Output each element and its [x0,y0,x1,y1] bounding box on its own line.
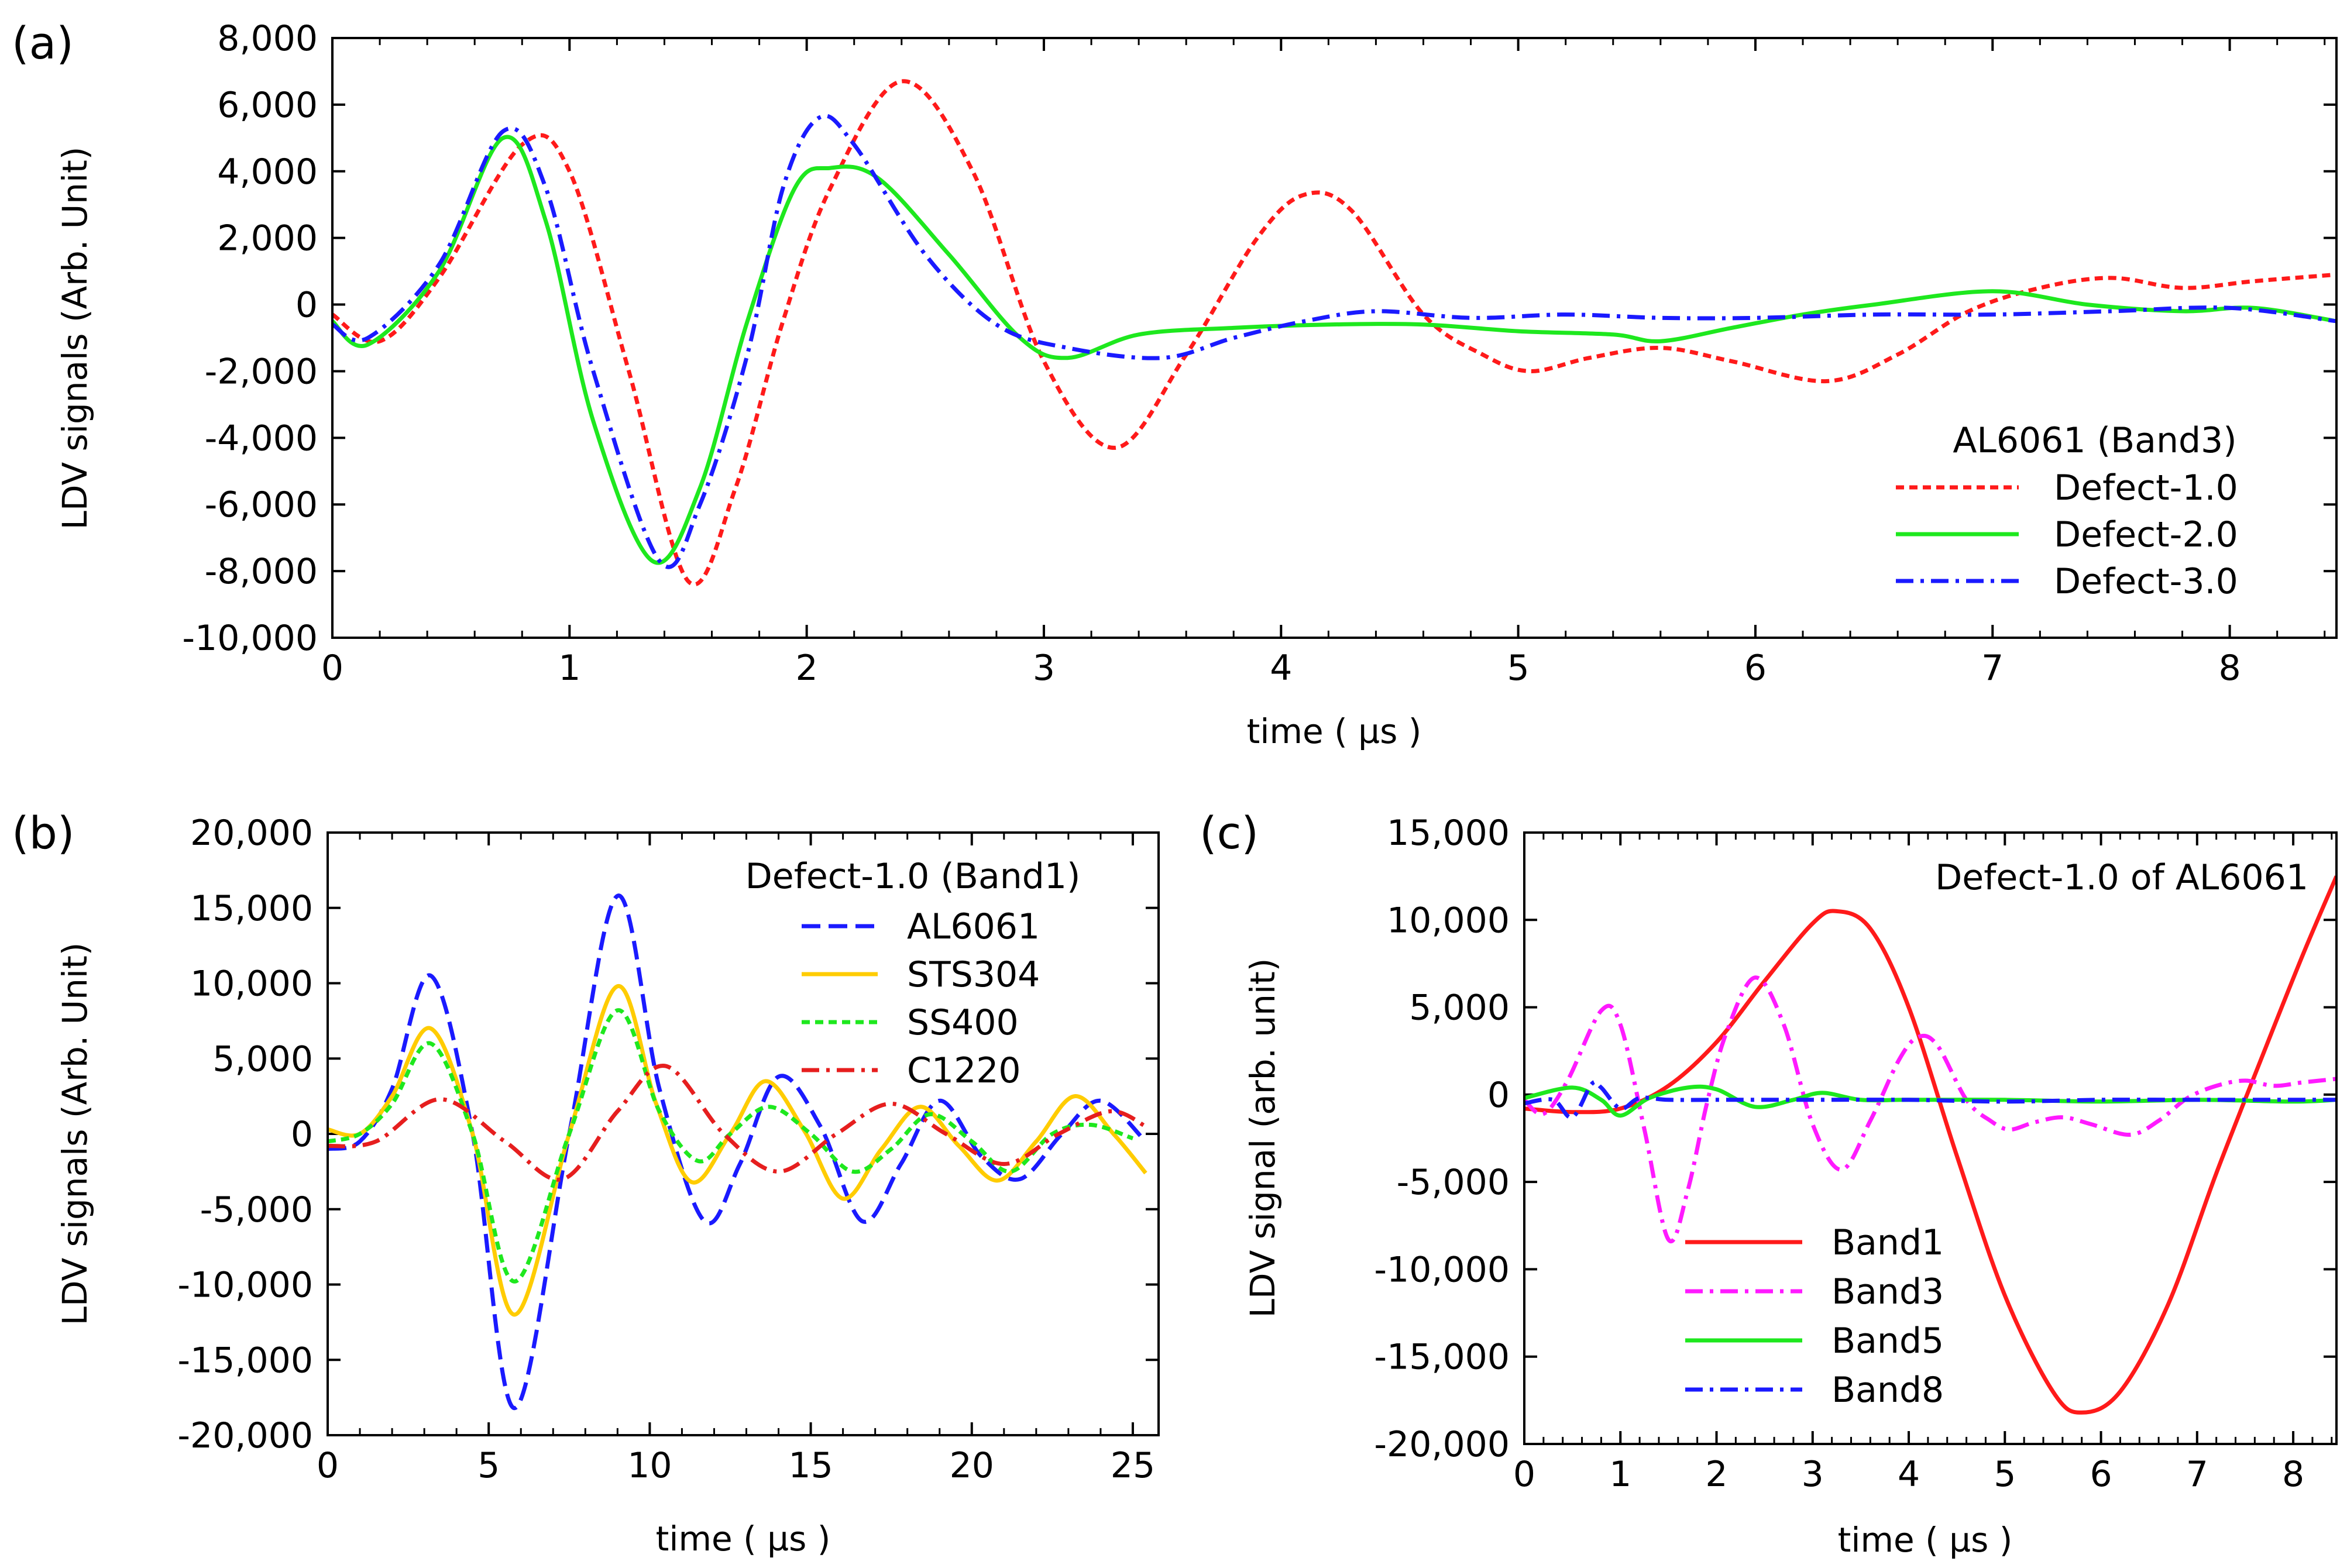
series-line-defect-3-0 [332,114,2336,569]
x-tick-label-c: 8 [2282,1454,2304,1495]
y-tick-label-c: -15,000 [1374,1337,1510,1378]
x-tick-label-b: 20 [950,1445,994,1486]
x-axis-label-c: time ( µs ) [1838,1520,2013,1560]
legend-entry-label: Defect-2.0 [2054,514,2238,555]
y-tick-label-b: 20,000 [190,813,313,854]
legend-entry-label: SS400 [907,1002,1019,1043]
x-tick-label-b: 0 [317,1445,339,1486]
x-tick-label-b: 25 [1111,1445,1155,1486]
y-tick-label-b: 5,000 [212,1039,313,1079]
x-tick-label-a: 3 [1033,648,1055,689]
panel-label-a: (a) [12,17,74,69]
series-line-band1 [1524,875,2336,1415]
x-tick-label-a: 1 [558,648,580,689]
x-tick-label-c: 0 [1513,1454,1535,1495]
legend-entry-label: Defect-3.0 [2054,561,2238,602]
x-tick-label-a: 8 [2219,648,2241,689]
legend-title-c: Defect-1.0 of AL6061 [1935,857,2308,898]
series-line-band3 [1524,975,2336,1243]
y-tick-label-c: -10,000 [1374,1249,1510,1290]
y-tick-label-a: -6,000 [205,484,318,525]
x-tick-label-a: 2 [796,648,818,689]
y-tick-label-b: -10,000 [177,1265,313,1306]
x-tick-label-c: 7 [2186,1454,2208,1495]
x-tick-label-a: 5 [1507,648,1530,689]
x-tick-label-c: 1 [1609,1454,1631,1495]
series-line-band8 [1524,1079,2336,1120]
series-line-c1220 [328,1064,1147,1182]
plot-frame-a [331,37,2338,639]
y-tick-label-b: 0 [291,1114,313,1155]
y-tick-label-a: 0 [295,285,318,326]
y-tick-label-a: 6,000 [217,85,318,126]
plot-frame-b [327,831,1160,1436]
legend-entry-label: AL6061 [907,906,1040,947]
x-axis-label-b: time ( µs ) [656,1519,831,1559]
y-axis-label-a: LDV signals (Arb. Unit) [55,147,95,530]
y-tick-label-c: 0 [1487,1075,1510,1116]
x-tick-label-b: 15 [788,1445,833,1486]
y-axis-label-b: LDV signals (Arb. Unit) [55,943,95,1326]
series-line-ss400 [328,1008,1134,1284]
x-tick-label-a: 7 [1981,648,2004,689]
series-line-sts304 [328,984,1147,1317]
legend-title-b: Defect-1.0 (Band1) [745,856,1081,897]
y-tick-label-a: 2,000 [217,218,318,259]
panel-b: (b) 0 5 10 15 20 25 20,000 15,000 10,000 5,000 0 -5… [12,807,1160,1559]
y-tick-label-a: 4,000 [217,152,318,192]
y-tick-label-a: -4,000 [205,418,318,459]
legend-entry-label: Defect-1.0 [2054,467,2238,508]
y-tick-label-c: -5,000 [1397,1162,1510,1203]
y-tick-label-b: 15,000 [190,888,313,929]
y-tick-label-c: 10,000 [1387,900,1510,941]
panel-label-b: (b) [12,807,75,859]
y-tick-label-b: -15,000 [177,1340,313,1381]
y-tick-label-c: 15,000 [1387,813,1510,854]
y-tick-label-b: -20,000 [177,1415,313,1456]
legend-entry-label: C1220 [907,1050,1021,1091]
series-line-band5 [1524,1084,2336,1118]
x-tick-label-b: 10 [627,1445,672,1486]
x-tick-label-c: 6 [2090,1454,2112,1495]
legend-title-a: AL6061 (Band3) [1953,420,2236,461]
y-tick-label-b: -5,000 [200,1189,313,1230]
y-tick-label-a: -2,000 [205,351,318,392]
y-tick-label-a: 8,000 [217,18,318,59]
y-tick-label-c: 5,000 [1409,988,1510,1029]
x-tick-label-b: 5 [477,1445,500,1486]
legend-entry-label: STS304 [907,954,1040,995]
x-tick-label-c: 4 [1898,1454,1920,1495]
x-tick-label-c: 5 [1994,1454,2016,1495]
series-line-defect-2-0 [332,135,2336,565]
panel-a: (a) 0 1 2 3 4 5 6 7 8 8,000 6,000 4,000 2,000 0 -2,000… [12,17,2338,751]
plot-frame-c [1523,831,2338,1445]
x-tick-label-a: 4 [1270,648,1292,689]
legend-entry-label: Band8 [1831,1370,1944,1411]
y-tick-label-c: -20,000 [1374,1424,1510,1465]
y-axis-label-c: LDV signal (arb. unit) [1243,958,1283,1318]
x-tick-label-a: 0 [321,648,343,689]
y-tick-label-a: -8,000 [205,551,318,592]
series-line-al6061 [328,893,1147,1411]
x-tick-label-c: 3 [1802,1454,1824,1495]
x-axis-label-a: time ( µs ) [1247,711,1422,751]
legend-entry-label: Band5 [1831,1321,1944,1361]
x-tick-label-a: 6 [1744,648,1767,689]
x-tick-label-c: 2 [1705,1454,1727,1495]
y-tick-label-a: -10,000 [182,618,318,659]
panel-c: (c) 0 1 2 3 4 5 6 7 8 15,000 10,000 5,000 0 -5,000 -10… [1200,807,2338,1560]
y-tick-label-b: 10,000 [190,964,313,1005]
panel-label-c: (c) [1200,807,1259,859]
legend-entry-label: Band3 [1831,1271,1944,1312]
legend-entry-label: Band1 [1831,1222,1944,1263]
series-line-defect-1-0 [332,79,2336,587]
